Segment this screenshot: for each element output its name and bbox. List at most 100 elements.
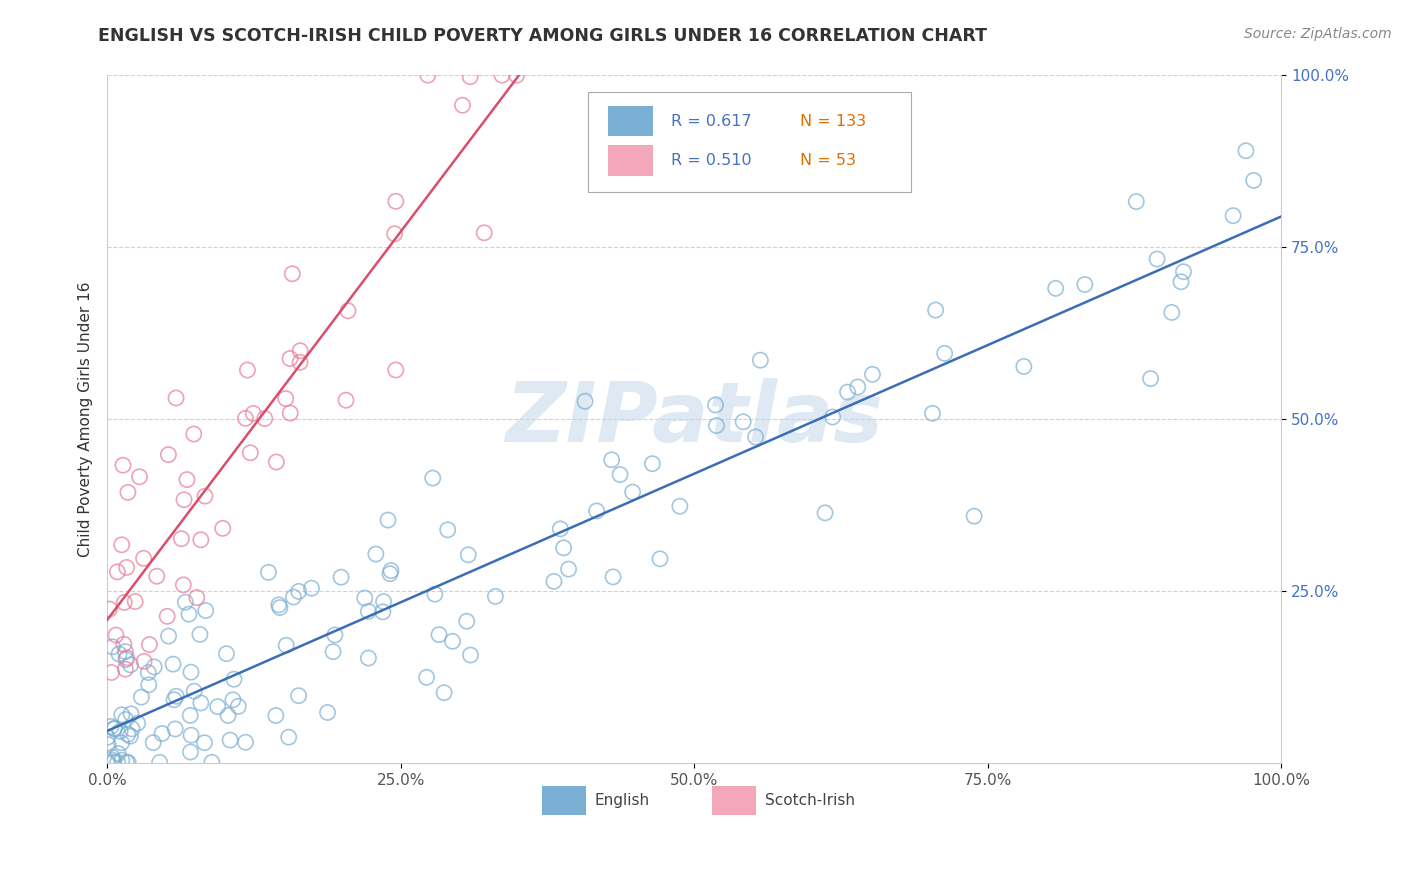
Point [330, 570, 353, 584]
Point [239, 446, 262, 460]
Point [821, 409, 844, 424]
Point [115, 756, 138, 770]
Point [105, 565, 128, 579]
Point [193, 736, 215, 750]
Point [287, 584, 309, 599]
Point [179, 745, 201, 759]
Point [458, 70, 481, 84]
Point [121, 722, 143, 736]
Point [132, 551, 155, 566]
Point [101, 750, 124, 764]
Point [201, 756, 224, 770]
Text: ZIPatlas: ZIPatlas [505, 378, 883, 459]
Point [557, 562, 579, 576]
Point [128, 469, 150, 483]
Point [924, 303, 946, 318]
Point [1173, 265, 1195, 279]
Point [217, 708, 239, 723]
Point [115, 653, 138, 667]
Point [222, 672, 245, 686]
Point [143, 660, 166, 674]
Point [172, 578, 194, 592]
Point [211, 521, 233, 535]
Point [97, 738, 120, 752]
Point [194, 489, 217, 503]
Point [316, 706, 339, 720]
Point [107, 747, 129, 761]
Point [1160, 305, 1182, 319]
Point [103, 756, 125, 770]
Point [1234, 144, 1257, 158]
Point [749, 353, 772, 368]
Point [934, 346, 956, 360]
Point [165, 722, 187, 736]
Point [472, 226, 495, 240]
Point [194, 603, 217, 617]
Point [112, 595, 135, 609]
Point [357, 604, 380, 618]
Point [1012, 359, 1035, 374]
Point [98, 602, 121, 616]
Point [648, 551, 671, 566]
Bar [541, 786, 586, 814]
Point [170, 532, 193, 546]
Point [733, 415, 755, 429]
Point [180, 728, 202, 742]
Point [107, 756, 129, 770]
Point [127, 716, 149, 731]
Text: ENGLISH VS SCOTCH-IRISH CHILD POVERTY AMONG GIRLS UNDER 16 CORRELATION CHART: ENGLISH VS SCOTCH-IRISH CHILD POVERTY AM… [98, 27, 987, 45]
Point [115, 650, 138, 665]
FancyBboxPatch shape [589, 92, 911, 192]
Point [277, 730, 299, 744]
Point [377, 513, 399, 527]
Point [1125, 194, 1147, 209]
Point [101, 640, 124, 654]
Point [145, 569, 167, 583]
Point [1045, 281, 1067, 295]
Point [190, 696, 212, 710]
Point [301, 581, 323, 595]
Point [378, 566, 401, 581]
Point [921, 406, 943, 420]
Point [103, 722, 125, 736]
Point [322, 645, 344, 659]
Point [323, 628, 346, 642]
Point [117, 727, 139, 741]
Point [114, 644, 136, 658]
Point [460, 648, 482, 662]
Point [138, 638, 160, 652]
Point [456, 614, 478, 628]
Point [117, 485, 139, 500]
Bar [609, 145, 652, 176]
Point [136, 665, 159, 680]
Point [602, 570, 624, 584]
Point [1074, 277, 1097, 292]
Point [120, 706, 142, 721]
Point [963, 509, 986, 524]
Point [744, 430, 766, 444]
Point [120, 729, 142, 743]
Point [433, 686, 456, 700]
Point [111, 538, 134, 552]
Point [267, 598, 290, 612]
Point [150, 726, 173, 740]
Point [120, 657, 142, 672]
Point [287, 689, 309, 703]
Point [491, 68, 513, 82]
Point [165, 690, 187, 704]
Point [505, 68, 527, 82]
Point [190, 533, 212, 547]
Point [706, 418, 728, 433]
Point [543, 574, 565, 589]
Point [669, 500, 692, 514]
Point [236, 363, 259, 377]
Point [371, 605, 394, 619]
Point [104, 628, 127, 642]
Point [621, 485, 644, 500]
Point [1139, 371, 1161, 385]
Bar [711, 786, 756, 814]
Point [235, 735, 257, 749]
Point [415, 670, 437, 684]
Text: English: English [595, 793, 650, 808]
Point [1222, 209, 1244, 223]
